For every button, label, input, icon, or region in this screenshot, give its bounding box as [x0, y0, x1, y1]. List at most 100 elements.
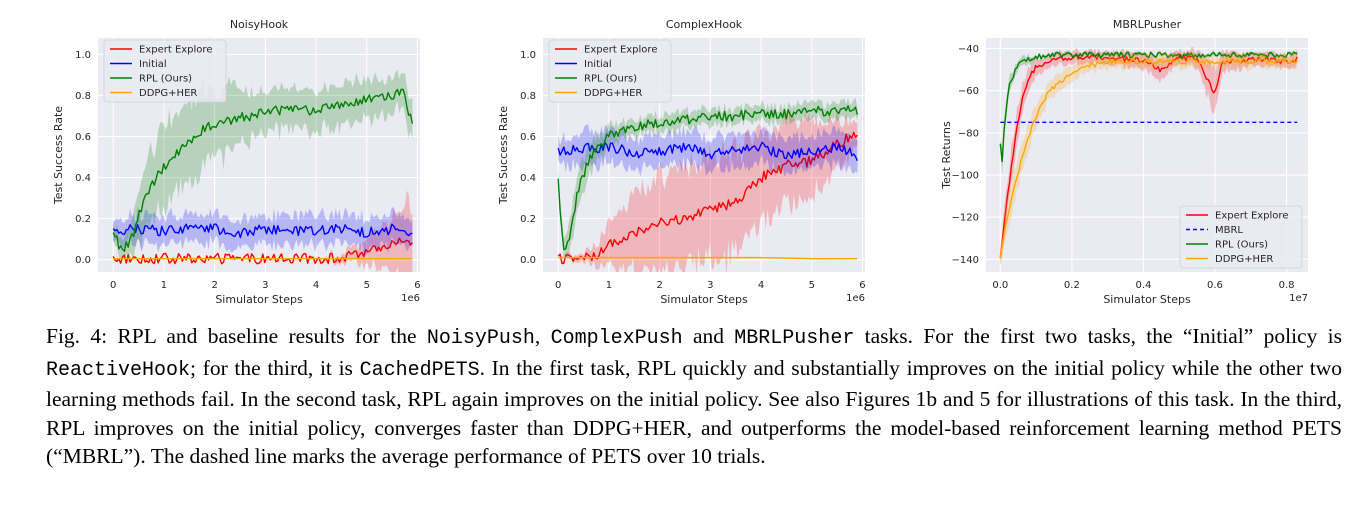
chart-panel-1: 0 1 2 3 4 5 6 0.0 0.2 0.4 0.6 0.8 1.0 NoisyHook Simula… [52, 18, 421, 306]
y-tick-label: 0.8 [520, 91, 536, 102]
chart-panel-2: 0 1 2 3 4 5 6 0.0 0.2 0.4 0.6 0.8 1.0 ComplexHook Simu… [497, 18, 866, 306]
x-tick-label: 1 [606, 280, 612, 291]
caption-code-term: CachedPETS [359, 358, 480, 382]
y-tick-label: −60 [958, 86, 979, 97]
caption-text: , [534, 324, 551, 348]
x-axis-label: Simulator Steps [215, 293, 303, 306]
x-tick-label: 0.8 [1279, 280, 1295, 291]
legend-entry: Initial [584, 59, 612, 70]
chart-title: ComplexHook [666, 18, 743, 31]
x-tick-label: 2 [656, 280, 662, 291]
chart-panel-3: 0.0 0.2 0.4 0.6 0.8 −140 −120 −100 −80 −60 −40 MBRL… [940, 18, 1308, 306]
x-axis-multiplier: 1e7 [1289, 293, 1308, 304]
legend-entry: Expert Explore [584, 45, 657, 56]
legend-entry: RPL (Ours) [139, 74, 192, 85]
y-tick-label: −80 [958, 128, 979, 139]
caption-code-term: ComplexPush [550, 327, 683, 350]
y-tick-label: 0.8 [75, 91, 91, 102]
chart-title: NoisyHook [230, 18, 289, 31]
y-axis-label: Test Success Rate [52, 106, 65, 205]
figure-caption: Fig. 4: RPL and baseline results for the… [46, 322, 1342, 471]
x-tick-label: 0.2 [1064, 280, 1080, 291]
y-tick-label: 1.0 [520, 50, 536, 61]
series-group [999, 46, 1298, 267]
caption-code-term: NoisyPush [426, 327, 535, 350]
series-line-expert-explore [999, 53, 1298, 258]
legend-frame [548, 39, 672, 103]
x-tick-label: 1 [161, 280, 167, 291]
legend-entry: DDPG+HER [139, 88, 197, 99]
series-line-initial [112, 223, 413, 239]
series-group [112, 69, 414, 272]
legend-entry: DDPG+HER [584, 88, 642, 99]
caption-text: and [682, 324, 735, 348]
y-tick-label: 0.4 [75, 173, 91, 184]
caption-code-term: MBRLPusher [734, 327, 855, 350]
legend-frame [1179, 205, 1303, 269]
series-band-rpl-ours- [1000, 49, 1298, 176]
y-tick-label: 0.0 [75, 255, 91, 266]
x-axis-multiplier: 1e6 [401, 293, 420, 304]
series-line-ddpg-her [999, 57, 1298, 258]
y-tick-label: 0.2 [75, 214, 91, 225]
legend-entry: Initial [139, 59, 167, 70]
y-tick-label: −100 [952, 171, 979, 182]
legend-entry: Expert Explore [139, 45, 212, 56]
legend-entry: DDPG+HER [1215, 254, 1273, 265]
y-tick-label: 0.2 [520, 214, 536, 225]
x-tick-label: 4 [758, 280, 764, 291]
x-tick-label: 0 [110, 280, 116, 291]
caption-text: Fig. 4: RPL and baseline results for the [46, 324, 427, 348]
series-line-rpl-ours- [557, 105, 859, 251]
series-line-rpl-ours- [112, 88, 414, 252]
series-band-initial [558, 124, 858, 178]
x-tick-label: 5 [364, 280, 370, 291]
y-axis-label: Test Returns [940, 121, 953, 190]
x-axis-label: Simulator Steps [1103, 293, 1191, 306]
x-axis-multiplier: 1e6 [846, 293, 865, 304]
legend-entry: MBRL [1215, 225, 1243, 236]
y-axis-label: Test Success Rate [497, 106, 510, 205]
y-tick-label: 0.6 [75, 132, 91, 143]
legend-entry: Expert Explore [1215, 211, 1288, 222]
series-band-rpl-ours- [113, 69, 413, 265]
caption-text: tasks. For the first two tasks, the “Ini… [854, 324, 1342, 348]
y-tick-label: −40 [958, 44, 979, 55]
series-group [557, 98, 859, 272]
chart-title: MBRLPusher [1113, 18, 1182, 31]
y-tick-label: 0.0 [520, 255, 536, 266]
legend: Expert Explore MBRL RPL (Ours) DDPG+HER [1179, 205, 1303, 269]
x-tick-label: 0.6 [1207, 280, 1223, 291]
x-tick-label: 3 [707, 280, 713, 291]
caption-code-term: ReactiveHook [46, 358, 191, 382]
caption-text: . In the first task, RPL quickly and sub… [46, 355, 1343, 469]
x-tick-label: 6 [414, 280, 420, 291]
x-tick-label: 0.0 [992, 280, 1008, 291]
y-tick-label: −120 [952, 213, 979, 224]
x-tick-label: 2 [211, 280, 217, 291]
series-band-rpl-ours- [558, 98, 858, 260]
legend: Expert Explore Initial RPL (Ours) DDPG+HER [103, 39, 227, 103]
x-axis-label: Simulator Steps [660, 293, 748, 306]
legend-entry: RPL (Ours) [1215, 240, 1268, 251]
x-tick-label: 6 [859, 280, 865, 291]
y-tick-label: −140 [952, 255, 979, 266]
x-tick-label: 3 [262, 280, 268, 291]
series-line-expert-explore [557, 131, 858, 265]
y-tick-label: 0.4 [520, 173, 536, 184]
y-tick-label: 1.0 [75, 50, 91, 61]
x-tick-label: 0 [555, 280, 561, 291]
legend-frame [103, 39, 227, 103]
series-line-rpl-ours- [999, 51, 1298, 163]
legend: Expert Explore Initial RPL (Ours) DDPG+HER [548, 39, 672, 103]
x-tick-label: 4 [313, 280, 319, 291]
series-line-initial [557, 141, 859, 162]
caption-text: ; for the third, it is [190, 355, 360, 380]
x-tick-label: 5 [809, 280, 815, 291]
y-tick-label: 0.6 [520, 132, 536, 143]
series-band-expert-explore [113, 190, 413, 272]
series-line-expert-explore [112, 237, 413, 265]
x-tick-label: 0.4 [1135, 280, 1151, 291]
series-band-initial [113, 207, 413, 256]
